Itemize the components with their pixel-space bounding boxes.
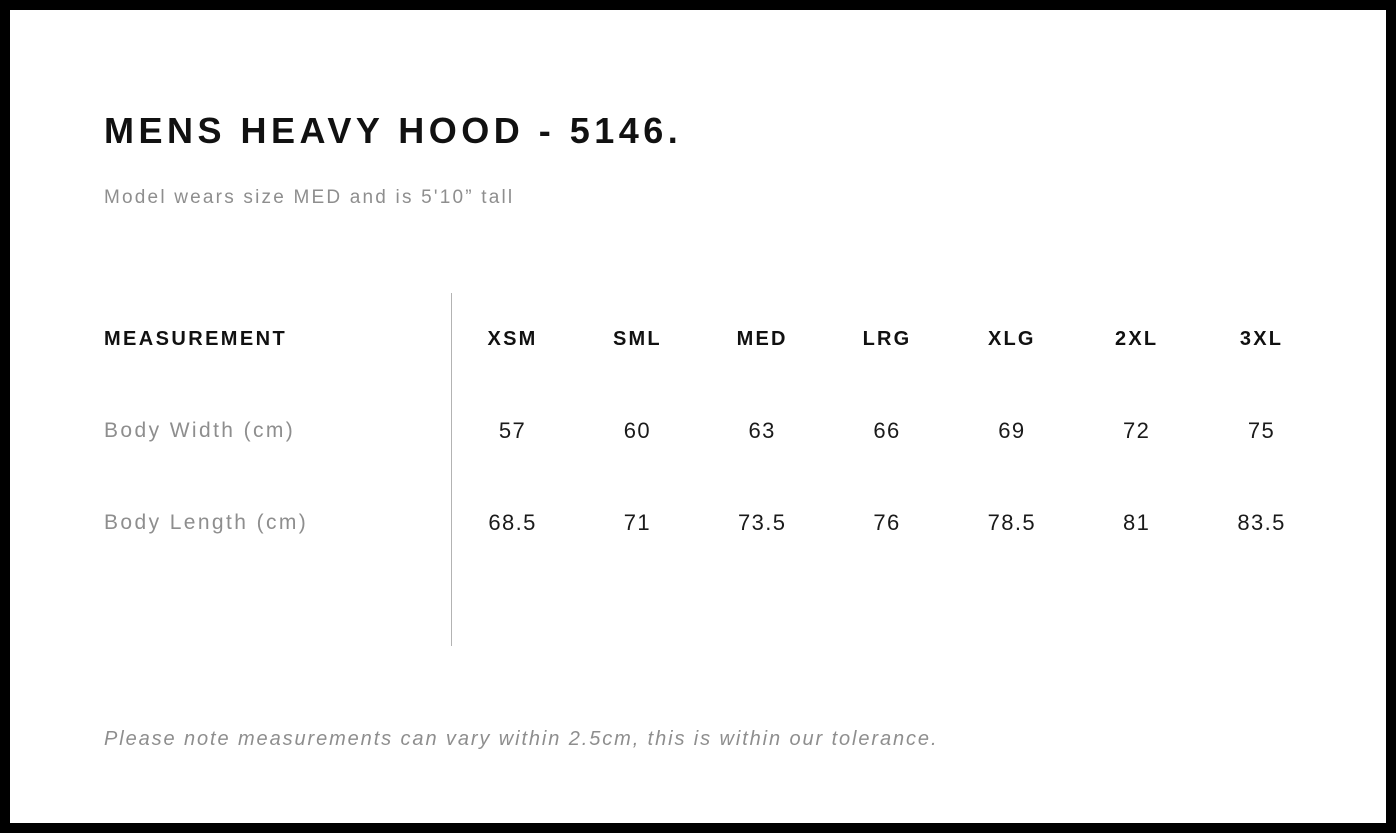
size-chart-card: MENS HEAVY HOOD - 5146. Model wears size…: [10, 10, 1386, 823]
table-body: Body Width (cm) 57 60 63 66 69 72 75 Bod…: [104, 385, 1324, 569]
measurement-table-container: MEASUREMENT XSM SML MED LRG XLG 2XL 3XL …: [104, 293, 1324, 646]
cell-body-length-2xl: 81: [1123, 510, 1151, 535]
cell-body-width-xsm: 57: [498, 418, 527, 443]
tolerance-footnote: Please note measurements can vary within…: [104, 728, 939, 750]
column-header-size-3xl: 3XL: [1239, 327, 1284, 350]
column-header-size-sml: SML: [612, 327, 662, 350]
column-header-size-lrg: LRG: [862, 327, 912, 350]
column-header-size-med: MED: [736, 327, 788, 350]
table-header-row: MEASUREMENT XSM SML MED LRG XLG 2XL 3XL: [104, 293, 1324, 385]
row-label-body-length: Body Length (cm): [104, 511, 309, 534]
row-label-body-width: Body Width (cm): [104, 419, 296, 442]
table-row: Body Width (cm) 57 60 63 66 69 72 75: [104, 385, 1324, 477]
cell-body-length-xsm: 68.5: [488, 510, 537, 535]
column-header-size-xsm: XSM: [487, 327, 538, 350]
cell-body-width-lrg: 66: [873, 418, 901, 443]
cell-body-length-lrg: 76: [873, 510, 901, 535]
column-header-size-xlg: XLG: [987, 327, 1036, 350]
cell-body-length-xlg: 78.5: [987, 510, 1037, 535]
cell-body-length-med: 73.5: [737, 510, 787, 535]
cell-body-width-med: 63: [748, 418, 776, 443]
cell-body-width-2xl: 72: [1123, 418, 1151, 443]
column-header-size-2xl: 2XL: [1115, 327, 1159, 350]
table-head: MEASUREMENT XSM SML MED LRG XLG 2XL 3XL: [104, 293, 1324, 385]
cell-body-width-sml: 60: [623, 418, 651, 443]
cell-body-width-3xl: 75: [1247, 418, 1276, 443]
page-subtitle: Model wears size MED and is 5'10” tall: [104, 187, 515, 209]
cell-body-length-sml: 71: [623, 510, 651, 535]
cell-body-length-3xl: 83.5: [1237, 510, 1286, 535]
cell-body-width-xlg: 69: [998, 418, 1026, 443]
column-header-measurement: MEASUREMENT: [104, 327, 288, 350]
size-measurement-table: MEASUREMENT XSM SML MED LRG XLG 2XL 3XL …: [104, 293, 1324, 569]
table-row: Body Length (cm) 68.5 71 73.5 76 78.5 81…: [104, 477, 1324, 569]
page-title: MENS HEAVY HOOD - 5146.: [104, 110, 683, 151]
chart-header: MENS HEAVY HOOD - 5146. Model wears size…: [104, 110, 1324, 210]
table-column-divider: [451, 293, 452, 646]
